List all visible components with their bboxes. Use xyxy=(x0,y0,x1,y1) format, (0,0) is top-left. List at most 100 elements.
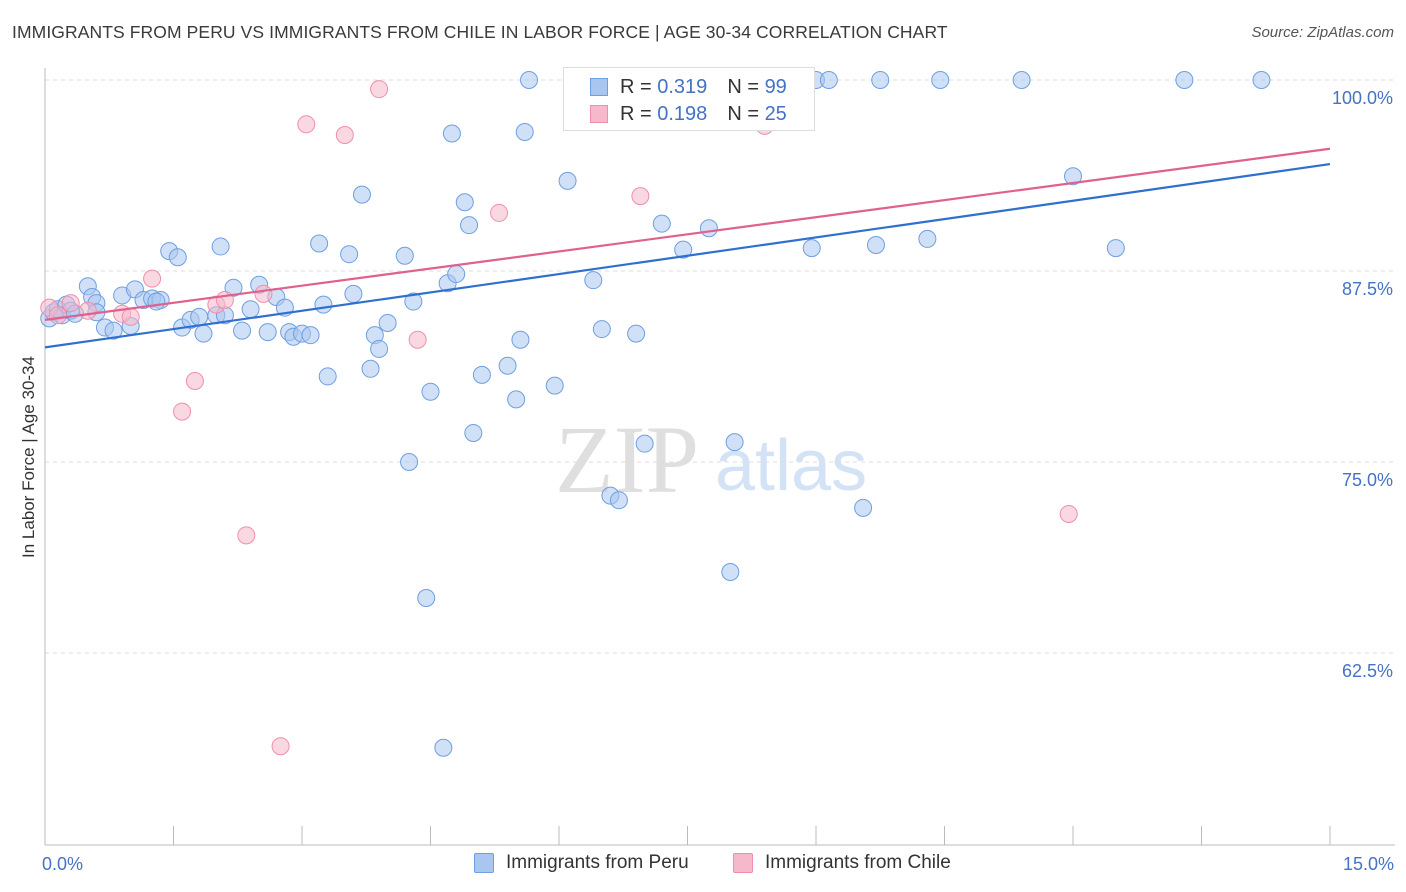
chile-trend-line xyxy=(44,147,1331,321)
peru-point xyxy=(314,295,333,314)
peru-point xyxy=(635,434,654,453)
legend-r-label: R = xyxy=(620,75,652,98)
peru-point xyxy=(434,738,453,757)
peru-point xyxy=(318,367,337,386)
peru-point xyxy=(395,246,414,265)
y-axis-title: In Labor Force | Age 30-34 xyxy=(19,356,38,558)
bottom-legend-label-chile: Immigrants from Chile xyxy=(765,852,951,873)
x-tick-label-max: 15.0% xyxy=(1343,854,1394,874)
peru-point xyxy=(310,234,329,253)
chile-point xyxy=(78,301,97,320)
legend-row-peru: R = 0.319 N = 99 xyxy=(590,73,787,101)
peru-point xyxy=(674,240,693,259)
legend-r-value-chile: 0.198 xyxy=(657,102,708,125)
legend-swatch-peru xyxy=(590,78,608,96)
source-label: Source: ZipAtlas.com xyxy=(1251,24,1394,41)
peru-point xyxy=(340,245,359,264)
peru-point xyxy=(854,498,873,517)
peru-point xyxy=(404,292,423,311)
bottom-legend: Immigrants from Peru Immigrants from Chi… xyxy=(0,852,1406,878)
peru-point xyxy=(147,292,166,311)
peru-point xyxy=(1012,71,1031,89)
peru-point xyxy=(194,324,213,343)
peru-point xyxy=(233,321,252,340)
bottom-legend-label-peru: Immigrants from Peru xyxy=(506,852,689,873)
peru-point xyxy=(511,330,530,349)
y-tick-label: 75.0% xyxy=(1342,470,1393,490)
legend-box: R = 0.319 N = 99 R = 0.198 N = 25 xyxy=(563,67,815,131)
peru-point xyxy=(442,124,461,143)
watermark-zip: ZIP xyxy=(555,406,699,513)
peru-point xyxy=(472,365,491,384)
peru-point xyxy=(592,320,611,339)
peru-point xyxy=(361,359,380,378)
peru-point xyxy=(400,453,419,471)
peru-point xyxy=(725,433,744,452)
y-tick-label: 100.0% xyxy=(1332,88,1393,108)
peru-point xyxy=(866,236,885,255)
peru-point xyxy=(507,390,526,409)
chart-title: IMMIGRANTS FROM PERU VS IMMIGRANTS FROM … xyxy=(12,22,948,42)
peru-point xyxy=(1175,71,1194,89)
legend-swatch-chile xyxy=(590,105,608,123)
axes xyxy=(44,68,1395,846)
y-tick-labels: 62.5% 75.0% 87.5% 100.0% xyxy=(1332,88,1393,681)
chile-point xyxy=(408,330,427,349)
peru-point xyxy=(584,271,603,290)
peru-point xyxy=(301,326,320,345)
bottom-legend-chile[interactable]: Immigrants from Chile xyxy=(733,852,951,874)
peru-point xyxy=(498,356,517,375)
peru-point xyxy=(464,423,483,442)
chile-point xyxy=(254,284,273,303)
peru-point xyxy=(211,237,230,256)
y-tick-label: 62.5% xyxy=(1342,661,1393,681)
legend-row-chile: R = 0.198 N = 25 xyxy=(590,100,787,128)
peru-point xyxy=(421,382,440,401)
chile-point xyxy=(121,307,140,326)
peru-point xyxy=(871,71,890,89)
peru-point xyxy=(104,321,123,340)
peru-point xyxy=(1252,71,1271,89)
peru-point xyxy=(352,185,371,204)
peru-point xyxy=(520,71,539,89)
peru-point xyxy=(802,239,821,258)
peru-point xyxy=(558,171,577,190)
chile-point xyxy=(185,372,204,391)
peru-point xyxy=(460,216,479,235)
peru-point xyxy=(417,588,436,607)
chile-point xyxy=(631,187,650,206)
peru-point xyxy=(931,71,950,89)
peru-point xyxy=(370,339,389,358)
chile-point xyxy=(61,294,80,313)
peru-point xyxy=(1106,239,1125,258)
peru-point xyxy=(344,284,363,303)
x-tick-label-min: 0.0% xyxy=(42,854,83,874)
peru-point xyxy=(609,491,628,510)
chile-point xyxy=(335,126,354,145)
legend-r-value-peru: 0.319 xyxy=(657,75,708,98)
peru-point xyxy=(1064,167,1082,186)
peru-point xyxy=(627,324,646,343)
peru-point xyxy=(190,307,209,326)
chile-point xyxy=(173,402,192,421)
chile-point xyxy=(48,306,67,325)
trend-lines xyxy=(44,147,1331,349)
chile-point xyxy=(237,526,256,545)
chile-point xyxy=(370,80,389,99)
peru-point xyxy=(545,376,564,395)
legend-n-label: N = xyxy=(727,102,759,125)
bottom-legend-peru[interactable]: Immigrants from Peru xyxy=(474,852,689,874)
peru-point xyxy=(224,278,243,297)
peru-point xyxy=(447,265,466,284)
chile-point xyxy=(297,115,316,134)
gridlines xyxy=(45,79,1395,654)
peru-point xyxy=(721,563,740,582)
chile-point xyxy=(490,203,509,222)
x-ticks xyxy=(173,826,1331,845)
peru-point xyxy=(819,71,838,89)
chile-point xyxy=(271,737,290,756)
peru-point xyxy=(241,300,260,319)
peru-point xyxy=(652,214,671,233)
peru-point xyxy=(699,219,718,238)
